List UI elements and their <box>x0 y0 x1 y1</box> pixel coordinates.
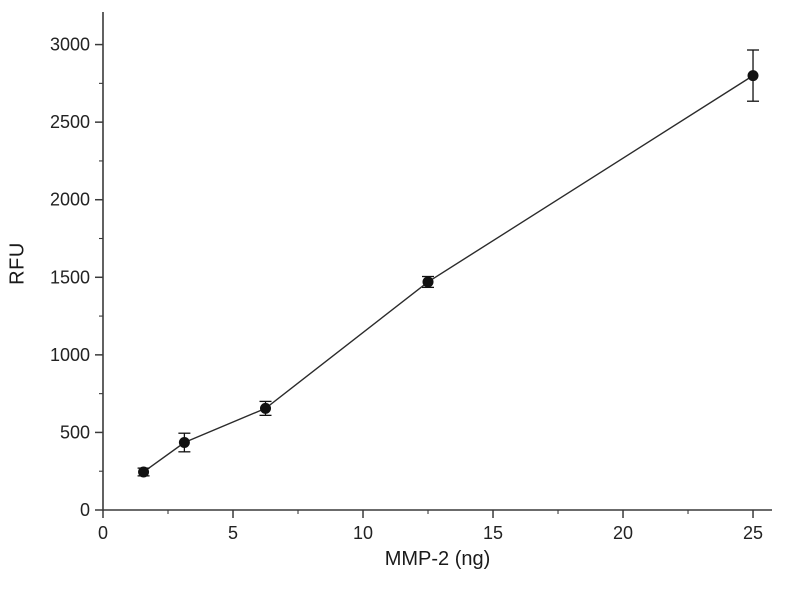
x-tick-label: 0 <box>98 523 108 543</box>
x-tick-label: 5 <box>228 523 238 543</box>
x-tick-label: 20 <box>613 523 633 543</box>
y-tick-label: 0 <box>80 500 90 520</box>
x-tick-label: 10 <box>353 523 373 543</box>
x-tick-label: 15 <box>483 523 503 543</box>
x-tick-label: 25 <box>743 523 763 543</box>
y-tick-label: 1000 <box>50 345 90 365</box>
y-tick-label: 2000 <box>50 190 90 210</box>
x-axis-label: MMP-2 (ng) <box>384 548 491 570</box>
data-point-marker <box>422 276 434 288</box>
y-tick-label: 3000 <box>50 35 90 55</box>
data-point-marker <box>260 402 272 414</box>
data-point-marker <box>747 70 759 82</box>
y-tick-label: 1500 <box>50 267 90 287</box>
data-point-marker <box>138 466 150 478</box>
y-tick-label: 2500 <box>50 112 90 132</box>
data-point-marker <box>178 437 190 449</box>
data-line <box>143 75 754 473</box>
y-axis-label: RFU <box>6 242 29 285</box>
y-tick-label: 500 <box>60 422 90 442</box>
